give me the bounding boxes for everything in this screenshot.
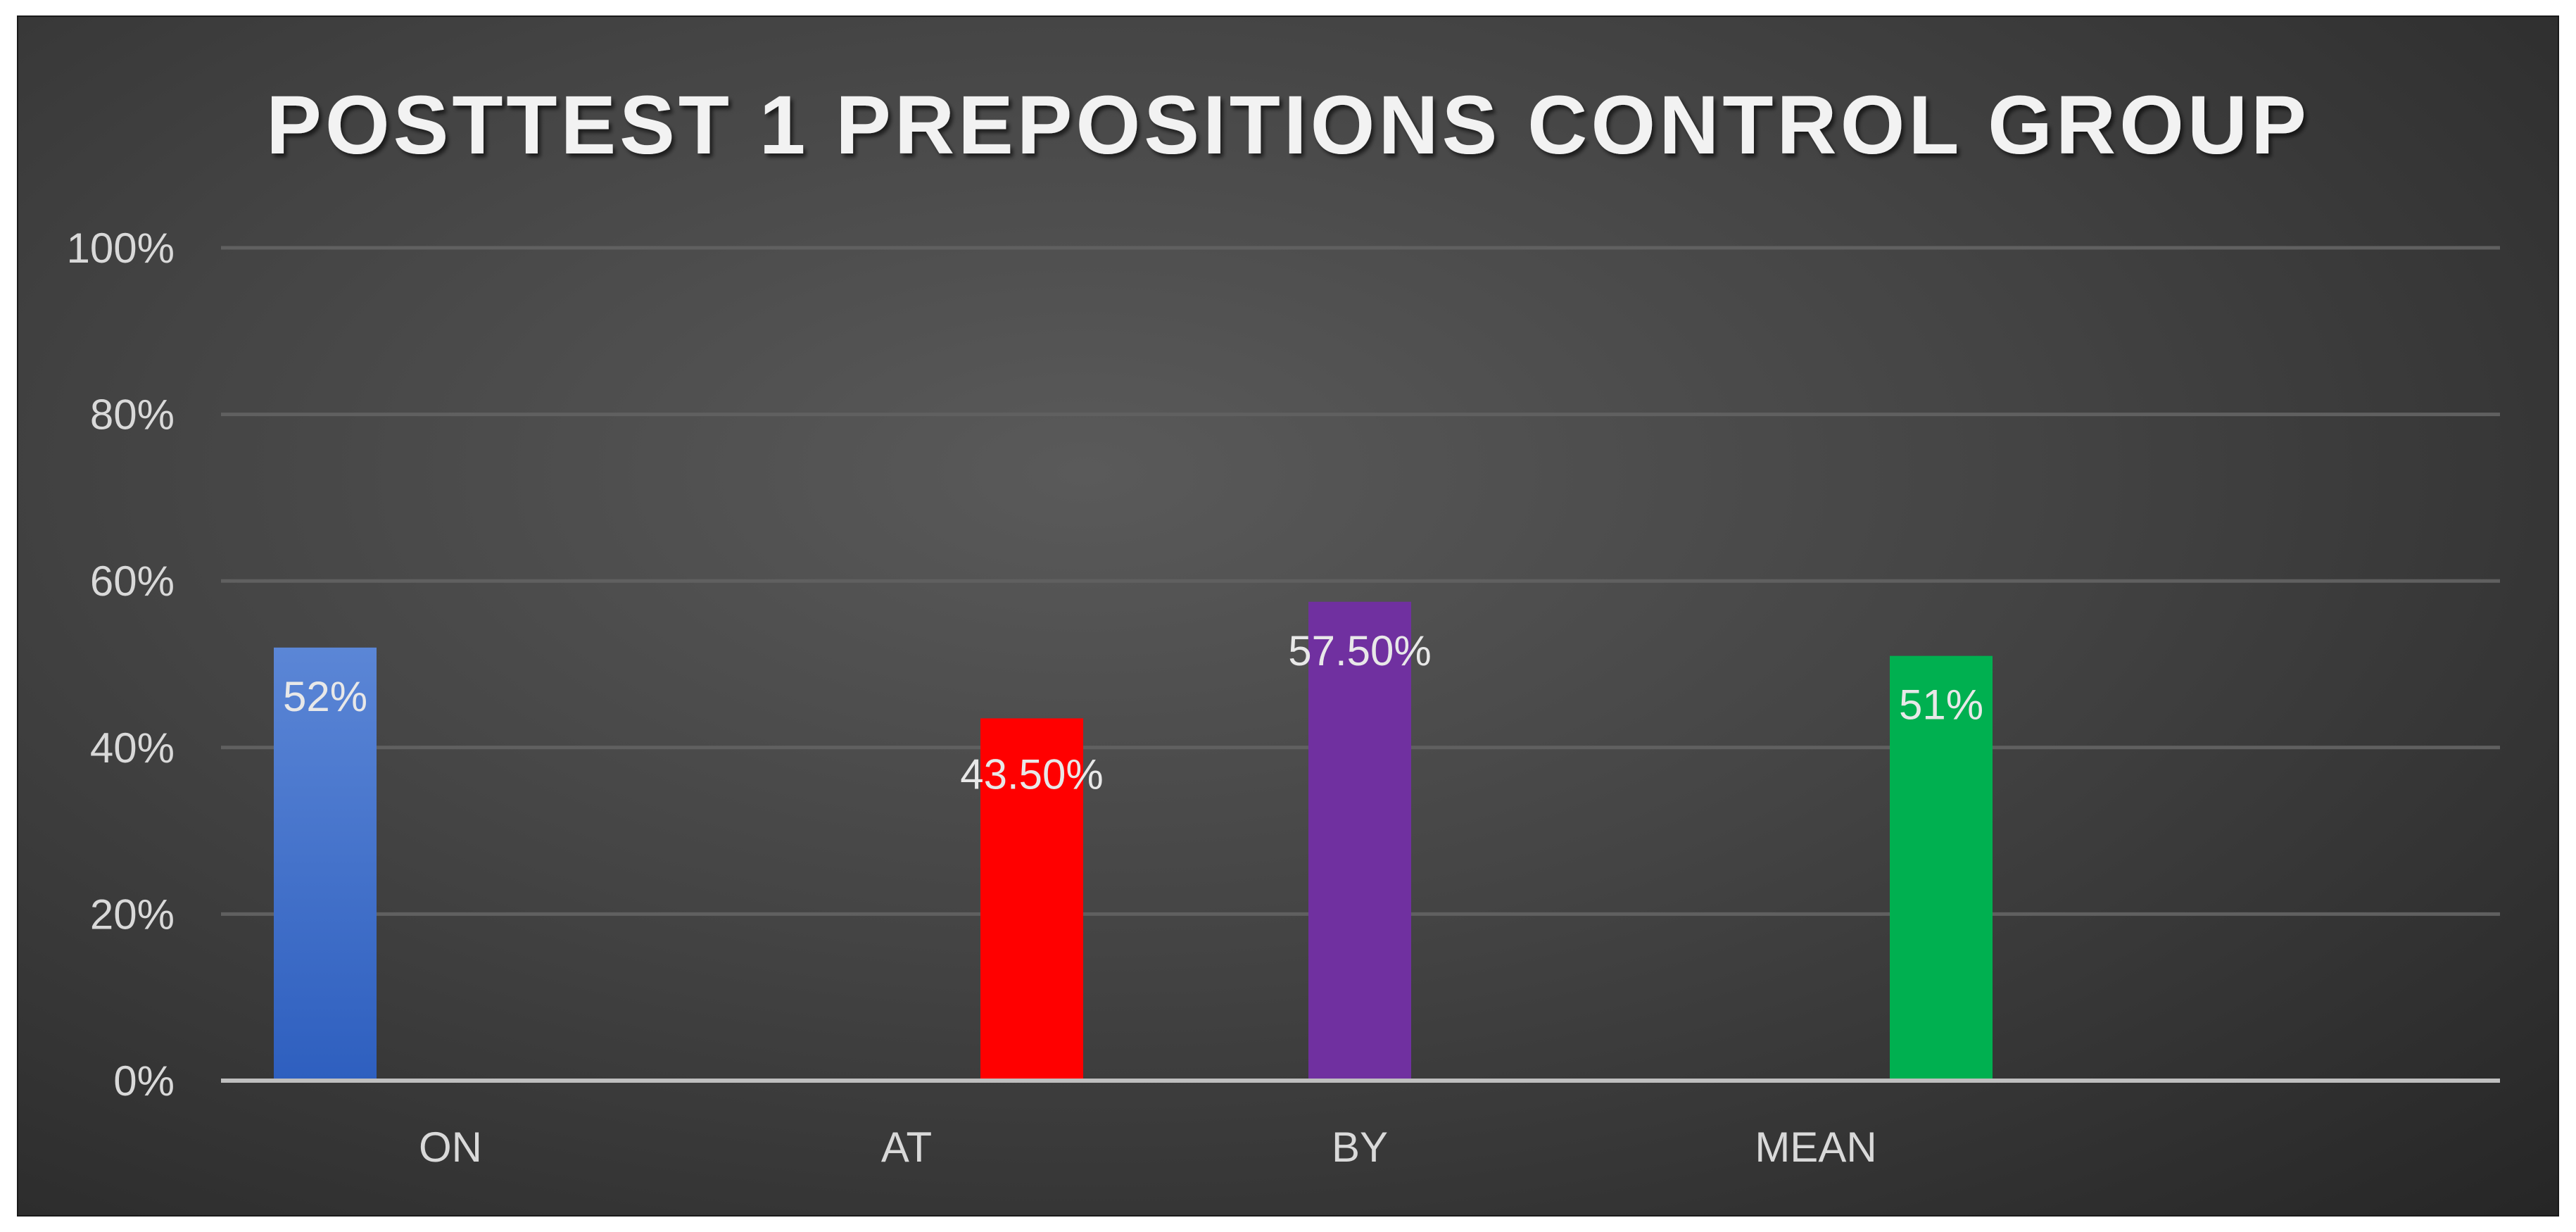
bars [274, 601, 1993, 1081]
chart-background [17, 15, 2559, 1217]
x-tick-label: AT [881, 1124, 932, 1171]
bar-at [980, 718, 1083, 1081]
data-labels: 52% 43.50% 57.50% 51% [283, 627, 1983, 798]
bar-by [1308, 601, 1411, 1081]
y-axis-ticks: 0% 20% 40% 60% 80% 100% [67, 225, 175, 1105]
bar-mean [1890, 655, 1993, 1081]
y-tick-label: 0% [113, 1057, 175, 1105]
data-label: 51% [1899, 681, 1983, 729]
data-label: 52% [283, 673, 367, 720]
y-tick-label: 60% [90, 558, 175, 605]
chart-title: POSTTEST 1 PREPOSITIONS CONTROL GROUP [266, 79, 2310, 172]
y-tick-label: 40% [90, 724, 175, 772]
data-label: 43.50% [960, 750, 1104, 798]
y-tick-label: 80% [90, 391, 175, 439]
x-tick-label: ON [419, 1124, 482, 1171]
x-axis-categories: ON AT BY MEAN [419, 1124, 1877, 1171]
x-tick-label: BY [1332, 1124, 1388, 1171]
x-tick-label: MEAN [1755, 1124, 1876, 1171]
bar-on [274, 647, 377, 1081]
y-tick-label: 20% [90, 891, 175, 938]
data-label: 57.50% [1288, 627, 1432, 674]
y-tick-label: 100% [67, 225, 175, 272]
